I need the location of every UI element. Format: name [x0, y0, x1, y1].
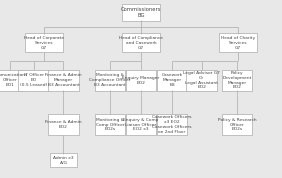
Text: Policy
Development
Manager
EO2: Policy Development Manager EO2 [222, 71, 252, 90]
FancyBboxPatch shape [25, 33, 63, 52]
FancyBboxPatch shape [95, 69, 125, 91]
FancyBboxPatch shape [122, 4, 160, 21]
Text: Policy & Research
Officer
EO2s: Policy & Research Officer EO2s [218, 118, 256, 132]
Text: Admin x3
A/G: Admin x3 A/G [53, 156, 74, 165]
FancyBboxPatch shape [222, 114, 252, 135]
FancyBboxPatch shape [95, 114, 125, 135]
FancyBboxPatch shape [157, 114, 187, 135]
Text: Casework Officers
x3 EO2
Casework Officers
on 2nd Floor: Casework Officers x3 EO2 Casework Office… [152, 115, 192, 134]
FancyBboxPatch shape [157, 69, 187, 91]
FancyBboxPatch shape [122, 33, 160, 52]
FancyBboxPatch shape [126, 69, 156, 91]
Text: Enquiry & Comp
Liaison Officer
EO2 x3: Enquiry & Comp Liaison Officer EO2 x3 [123, 118, 159, 132]
FancyBboxPatch shape [0, 69, 25, 91]
FancyBboxPatch shape [222, 69, 252, 91]
Text: Enquiry Manager
EO2: Enquiry Manager EO2 [122, 76, 160, 85]
FancyBboxPatch shape [219, 33, 257, 52]
Text: IT Officer
EO
(0.5 Leased): IT Officer EO (0.5 Leased) [20, 73, 47, 87]
Text: Casework
Manager
B3: Casework Manager B3 [162, 73, 182, 87]
FancyBboxPatch shape [126, 114, 156, 135]
Text: Communications
Officer
EO1: Communications Officer EO1 [0, 73, 28, 87]
Text: Head of Charity
Services
G7: Head of Charity Services G7 [221, 36, 255, 50]
Text: Legal Advisor G7
Or
Legal Assistant
EO2: Legal Advisor G7 Or Legal Assistant EO2 [183, 71, 220, 90]
Text: Finance & Admin
Manager
B3 Accountant: Finance & Admin Manager B3 Accountant [45, 73, 82, 87]
FancyBboxPatch shape [186, 69, 217, 91]
Text: Commissioners
BG: Commissioners BG [121, 7, 161, 18]
FancyBboxPatch shape [48, 69, 79, 91]
Text: Finance & Admin
EO2: Finance & Admin EO2 [45, 120, 82, 129]
Text: Monitoring &
Compliance Officer
B3 Accountant: Monitoring & Compliance Officer B3 Accou… [89, 73, 131, 87]
FancyBboxPatch shape [48, 114, 79, 135]
FancyBboxPatch shape [50, 153, 77, 167]
Text: Monitoring &
Comp Officer
EO2s: Monitoring & Comp Officer EO2s [96, 118, 124, 132]
FancyBboxPatch shape [19, 69, 49, 91]
Text: Head of Compliance
and Casework
G7: Head of Compliance and Casework G7 [119, 36, 163, 50]
Text: Head of Corporate
Services
G7: Head of Corporate Services G7 [24, 36, 64, 50]
